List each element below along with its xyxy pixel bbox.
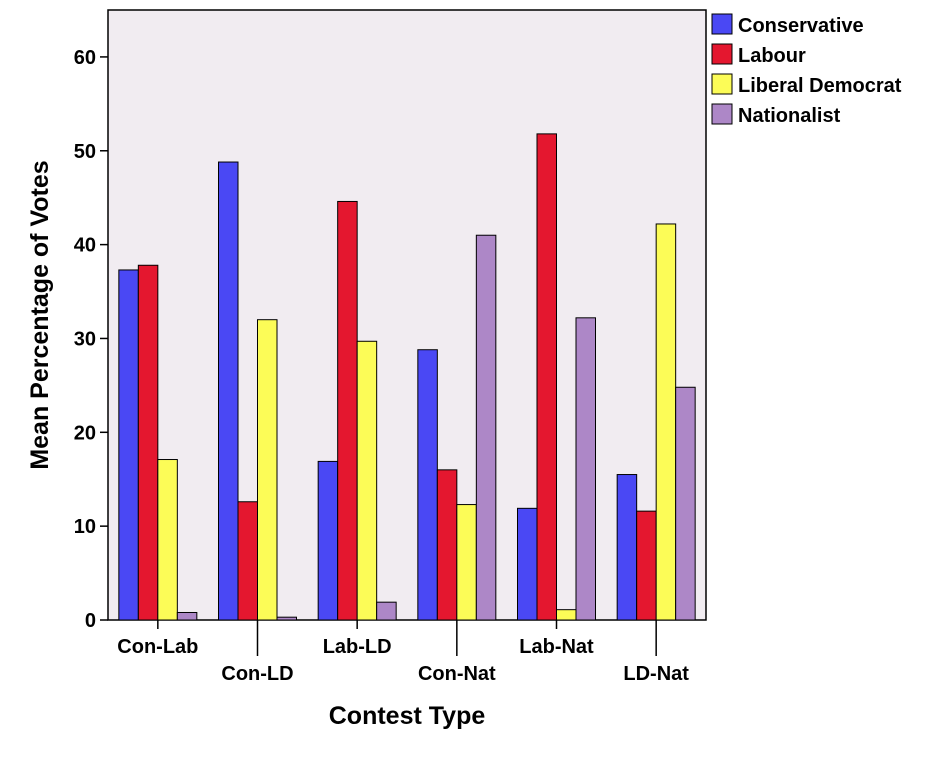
x-axis-title: Contest Type (329, 702, 486, 730)
bar-con-lab-labour (137, 264, 159, 621)
bars-group (118, 133, 696, 621)
bar-con-lab-nationalist (176, 611, 198, 621)
legend-label-labour: Labour (738, 45, 806, 67)
legend-swatch-conservative (711, 13, 733, 35)
bar-lab-ld-labour (337, 200, 358, 621)
plot-area (107, 9, 707, 621)
bar-con-lab-liberal-democrat (157, 459, 178, 621)
x-tick-label-con-ld: Con-LD (221, 663, 293, 685)
bar-lab-ld-liberal-democrat (356, 340, 378, 621)
bar-lab-ld-nationalist (376, 601, 397, 621)
legend-swatch-labour (711, 43, 733, 65)
x-tick-label-lab-nat: Lab-Nat (519, 636, 594, 658)
bar-con-nat-labour (436, 469, 458, 621)
y-tick-label-10: 10 (74, 516, 96, 538)
legend-swatch-liberal-democrat (711, 73, 733, 95)
legend: Conservative Labour Liberal Democrat Nation… (711, 13, 902, 127)
x-tick-label-ld-nat: LD-Nat (623, 663, 689, 685)
bar-con-nat-conservative (417, 349, 438, 621)
y-tick-label-30: 30 (74, 328, 96, 350)
x-axis: Con-Lab Con-LD Lab-LD Con-Nat Lab-Nat LD-Nat (117, 620, 689, 685)
bar-con-nat-nationalist (475, 234, 497, 621)
bar-con-ld-liberal-democrat (257, 319, 278, 621)
legend-label-conservative: Conservative (738, 15, 864, 37)
legend-swatch-nationalist (711, 103, 733, 125)
bar-con-lab-conservative (118, 269, 139, 621)
bar-ld-nat-liberal-democrat (655, 223, 677, 621)
legend-label-liberal-democrat: Liberal Democrat (738, 75, 902, 97)
bar-con-ld-labour (237, 501, 258, 621)
bar-lab-nat-labour (536, 133, 557, 621)
bar-lab-ld-conservative (317, 460, 339, 621)
bar-con-ld-nationalist (276, 616, 297, 621)
bar-lab-nat-conservative (517, 507, 538, 621)
y-tick-label-0: 0 (85, 610, 96, 632)
x-tick-label-con-lab: Con-Lab (117, 636, 198, 658)
x-tick-label-lab-ld: Lab-LD (323, 636, 392, 658)
bar-lab-nat-liberal-democrat (556, 609, 577, 621)
bar-con-nat-liberal-democrat (456, 504, 477, 621)
legend-label-nationalist: Nationalist (738, 105, 841, 127)
bar-ld-nat-nationalist (675, 386, 696, 621)
y-tick-label-20: 20 (74, 422, 96, 444)
bar-lab-nat-nationalist (575, 317, 596, 621)
y-tick-label-50: 50 (74, 141, 96, 163)
x-tick-label-con-nat: Con-Nat (418, 663, 496, 685)
bar-con-ld-conservative (218, 161, 239, 621)
y-tick-label-60: 60 (74, 47, 96, 69)
bar-ld-nat-conservative (616, 474, 638, 621)
y-axis-title: Mean Percentage of Votes (26, 160, 54, 469)
bar-ld-nat-labour (636, 510, 657, 621)
y-axis: 0 10 20 30 40 50 60 (74, 47, 108, 632)
y-tick-label-40: 40 (74, 235, 96, 257)
